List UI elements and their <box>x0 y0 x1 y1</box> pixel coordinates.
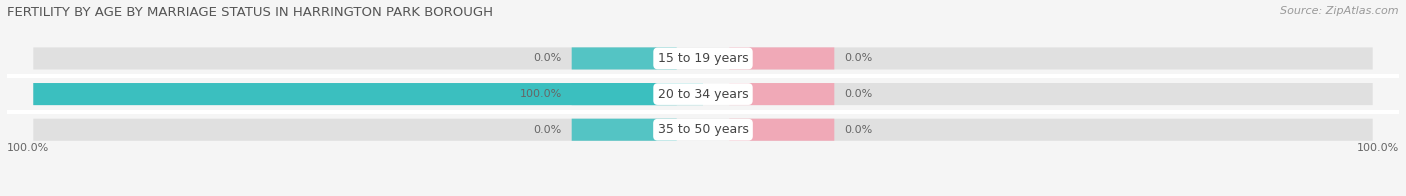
FancyBboxPatch shape <box>34 83 703 105</box>
Text: 15 to 19 years: 15 to 19 years <box>658 52 748 65</box>
FancyBboxPatch shape <box>572 47 676 70</box>
Text: FERTILITY BY AGE BY MARRIAGE STATUS IN HARRINGTON PARK BOROUGH: FERTILITY BY AGE BY MARRIAGE STATUS IN H… <box>7 6 494 19</box>
Text: 0.0%: 0.0% <box>844 89 872 99</box>
Text: Source: ZipAtlas.com: Source: ZipAtlas.com <box>1281 6 1399 16</box>
Text: 100.0%: 100.0% <box>7 143 49 153</box>
Text: 35 to 50 years: 35 to 50 years <box>658 123 748 136</box>
FancyBboxPatch shape <box>730 119 834 141</box>
Text: 0.0%: 0.0% <box>534 54 562 64</box>
Text: 0.0%: 0.0% <box>534 125 562 135</box>
Text: 0.0%: 0.0% <box>844 125 872 135</box>
Text: 20 to 34 years: 20 to 34 years <box>658 88 748 101</box>
Text: 0.0%: 0.0% <box>844 54 872 64</box>
FancyBboxPatch shape <box>572 83 676 105</box>
FancyBboxPatch shape <box>34 83 1372 105</box>
FancyBboxPatch shape <box>34 119 1372 141</box>
FancyBboxPatch shape <box>730 83 834 105</box>
Text: 100.0%: 100.0% <box>520 89 562 99</box>
FancyBboxPatch shape <box>34 47 1372 70</box>
FancyBboxPatch shape <box>730 47 834 70</box>
Text: 100.0%: 100.0% <box>1357 143 1399 153</box>
FancyBboxPatch shape <box>572 119 676 141</box>
